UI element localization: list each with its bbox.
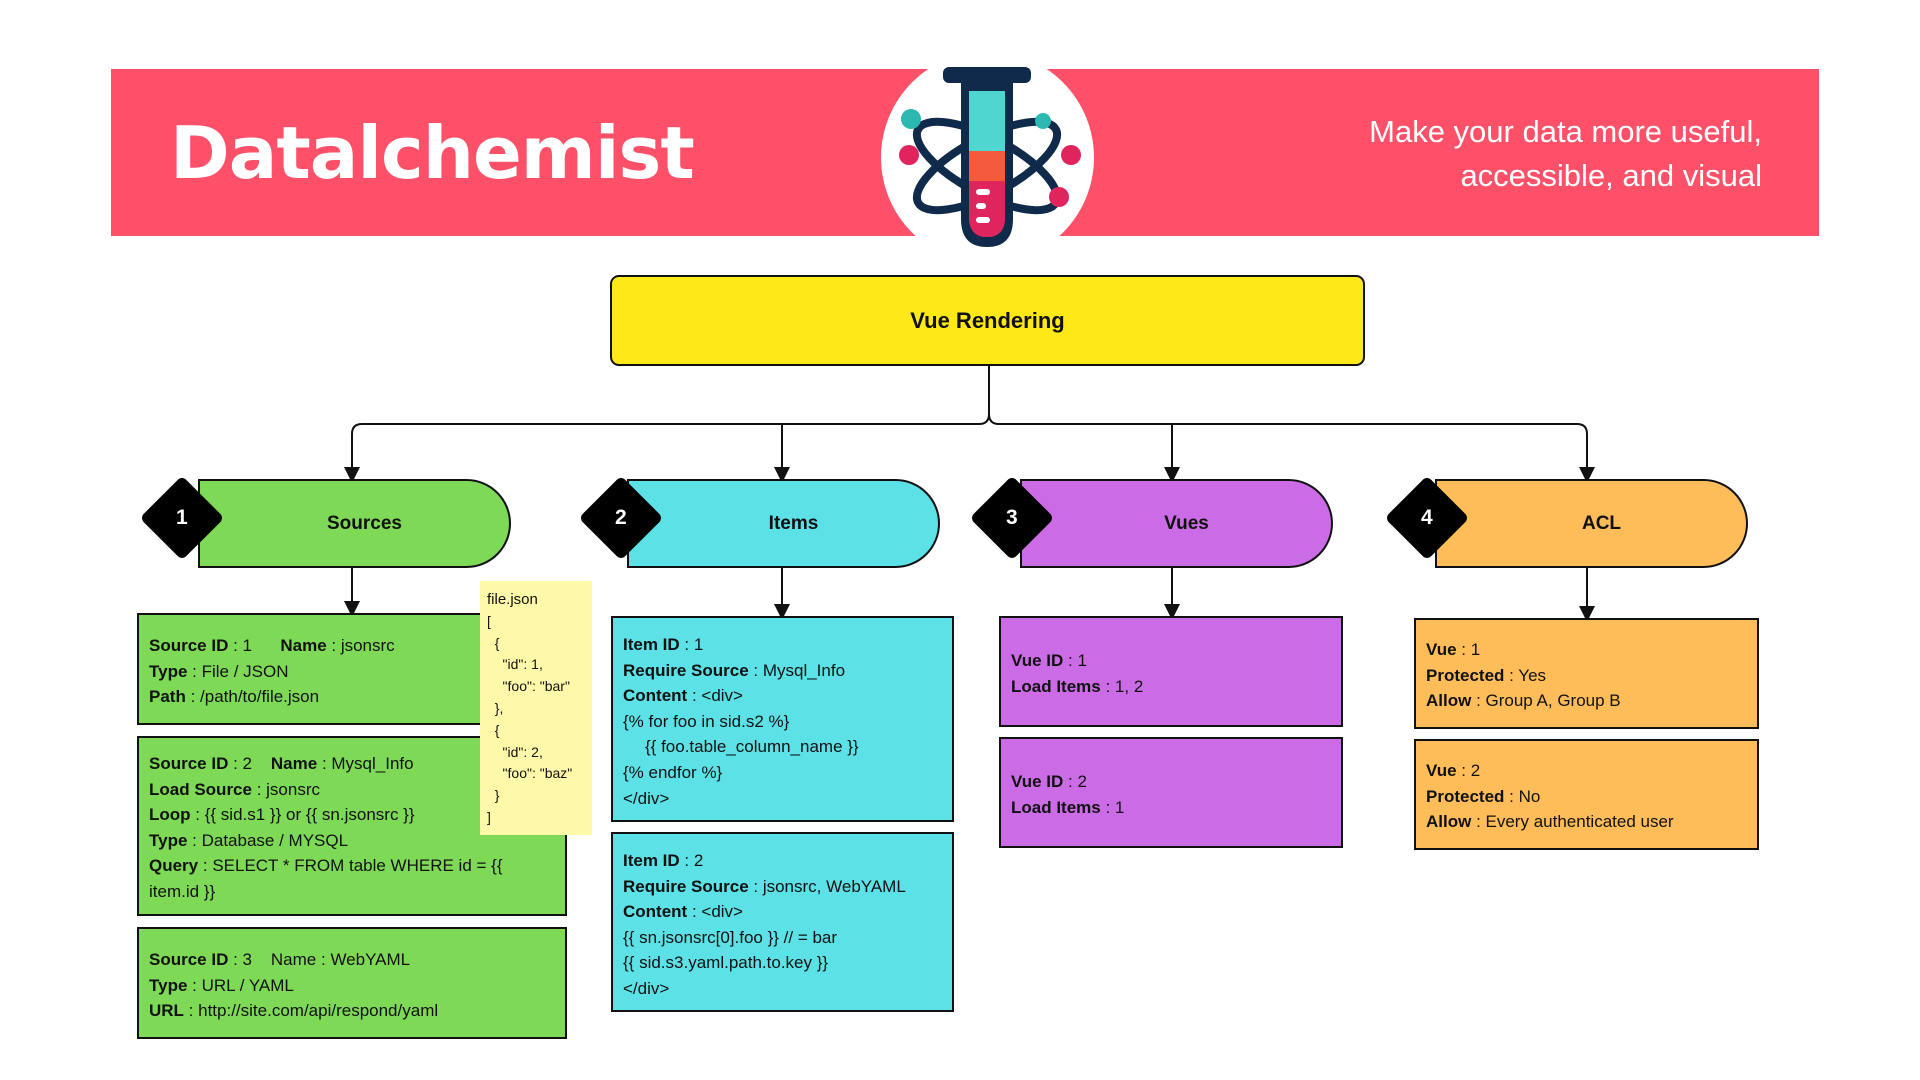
- branch-vues-label: Vues: [1164, 512, 1209, 534]
- tagline: Make your data more useful, accessible, …: [1242, 110, 1762, 198]
- file-json-note: file.json [ { "id": 1, "foo": "bar" }, {…: [480, 581, 592, 835]
- item-card-2: Item ID : 2 Require Source : jsonsrc, We…: [611, 832, 954, 1012]
- note-line: "id": 2,: [487, 743, 543, 760]
- acl-card-2: Vue : 2 Protected : No Allow : Every aut…: [1414, 739, 1759, 850]
- branch-sources-label: Sources: [327, 512, 402, 534]
- brand-title: Datalchemist: [170, 111, 695, 195]
- branch-acl: ACL: [1435, 479, 1748, 568]
- vue-card-1: Vue ID : 1 Load Items : 1, 2: [999, 616, 1343, 727]
- tagline-line-2: accessible, and visual: [1460, 158, 1762, 193]
- note-line: {: [487, 721, 500, 738]
- logo: [881, 51, 1094, 264]
- branch-sources: Sources: [198, 479, 511, 568]
- branch-acl-label: ACL: [1581, 512, 1622, 534]
- branch-number-4-label: 4: [1421, 506, 1433, 529]
- test-tube-atom-icon: [899, 67, 1081, 247]
- note-line: "foo": "baz": [487, 765, 573, 782]
- vue-rendering-node: Vue Rendering: [610, 275, 1365, 366]
- note-line: ]: [487, 808, 491, 825]
- item-card-1: Item ID : 1 Require Source : Mysql_Info …: [611, 616, 954, 822]
- source-card-3: Source ID : 3 Name : WebYAML Type : URL …: [137, 927, 567, 1039]
- note-line: {: [487, 634, 500, 651]
- note-line: "foo": "bar": [487, 678, 570, 695]
- note-line: },: [487, 699, 504, 716]
- note-line: }: [487, 787, 500, 804]
- branch-items: Items: [627, 479, 940, 568]
- branch-items-label: Items: [768, 512, 819, 534]
- acl-card-1: Vue : 1 Protected : Yes Allow : Group A,…: [1414, 618, 1759, 729]
- note-line: [: [487, 612, 491, 629]
- tagline-line-1: Make your data more useful,: [1369, 114, 1762, 149]
- note-title: file.json: [487, 591, 538, 608]
- branch-number-3-label: 3: [1006, 506, 1018, 529]
- vue-card-2: Vue ID : 2 Load Items : 1: [999, 737, 1343, 848]
- branch-vues: Vues: [1020, 479, 1333, 568]
- note-line: "id": 1,: [487, 656, 543, 673]
- branch-number-1-label: 1: [176, 506, 188, 529]
- branch-number-2-label: 2: [615, 506, 627, 529]
